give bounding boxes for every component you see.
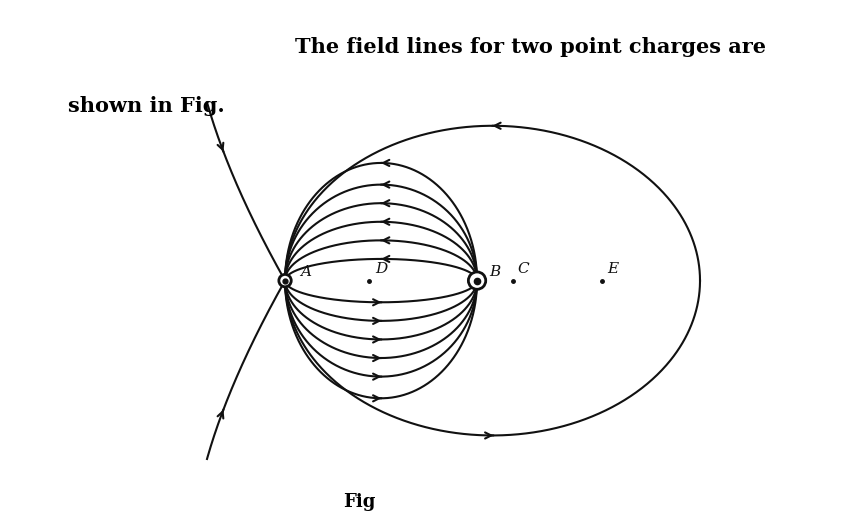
Circle shape: [469, 272, 486, 289]
Text: D: D: [374, 262, 387, 276]
Text: E: E: [607, 262, 618, 276]
Text: shown in Fig.: shown in Fig.: [68, 96, 225, 116]
Text: A: A: [301, 264, 311, 279]
Text: Fig: Fig: [343, 493, 375, 511]
Text: The field lines for two point charges are: The field lines for two point charges ar…: [295, 37, 765, 57]
Circle shape: [279, 275, 292, 287]
Text: C: C: [517, 262, 529, 276]
Text: B: B: [489, 264, 501, 279]
